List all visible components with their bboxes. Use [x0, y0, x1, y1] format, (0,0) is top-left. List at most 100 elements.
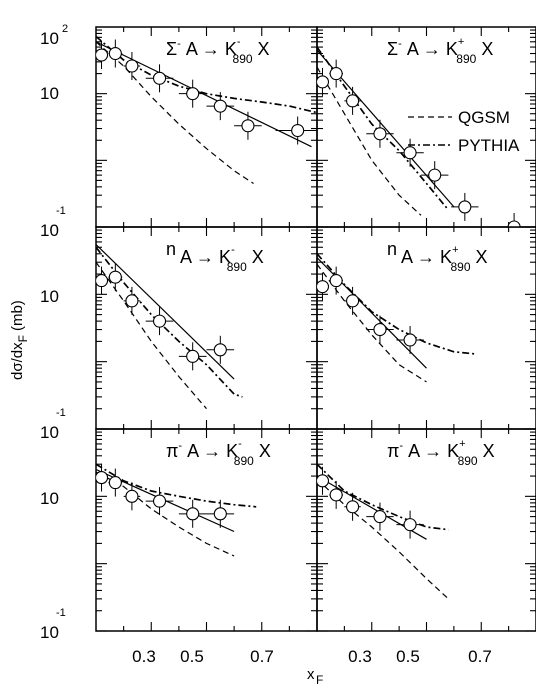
panel-1-1: n A → K+ 890 X	[316, 226, 536, 430]
svg-text:dσ/dxF(mb): dσ/dxF(mb)	[9, 300, 30, 380]
data-point	[396, 325, 424, 354]
data-point	[178, 499, 207, 528]
data-marker	[373, 127, 387, 141]
y-tick-label-1-row0-base: 10	[40, 221, 59, 240]
panel-2-1: π- A → K+ 890 X	[316, 428, 536, 632]
data-point	[396, 138, 424, 167]
plot-area	[96, 35, 317, 185]
data-marker	[152, 314, 167, 328]
y-tick-label-10-row1: 10	[40, 287, 59, 306]
y-tick-label-1-row1-base: 10	[40, 423, 59, 442]
data-point	[96, 266, 109, 295]
pythia-curve	[96, 463, 257, 508]
data-point	[145, 487, 174, 516]
x-tick-label-left-0.7: 0.7	[250, 647, 274, 666]
y-tick-label-1-row0-exp: -1	[56, 205, 66, 217]
data-point	[344, 286, 361, 315]
data-point	[344, 86, 361, 115]
data-marker	[373, 322, 387, 337]
data-point	[178, 342, 207, 371]
panel-2-0: π- A → K-890 X	[95, 428, 318, 632]
pythia-curve	[317, 463, 449, 531]
data-point	[344, 492, 361, 521]
y-axis-title: dσ/dxF(mb)	[9, 300, 30, 380]
svg-text:F: F	[316, 673, 323, 685]
data-marker	[403, 333, 417, 347]
data-point	[96, 41, 109, 70]
data-point	[451, 192, 479, 221]
labels-layer: 10 2 10 10 -1 10 10 -1 10 10 -1 0.3 0.5 …	[9, 23, 520, 685]
y-tick-label-1-row2-exp: -1	[56, 607, 66, 619]
data-marker	[329, 488, 343, 502]
data-point	[329, 59, 344, 88]
data-point	[492, 213, 536, 227]
panel-reaction-label: Σ- A → K+ 890 X	[387, 36, 493, 66]
plot-area	[96, 244, 243, 410]
data-point	[317, 67, 330, 96]
data-marker	[317, 75, 330, 89]
x-tick-label-left-0.3: 0.3	[132, 647, 156, 666]
data-point	[145, 307, 174, 336]
data-point	[108, 39, 123, 68]
data-marker	[346, 500, 360, 514]
data-marker	[241, 119, 255, 133]
data-marker	[213, 99, 227, 113]
data-marker	[152, 494, 167, 508]
data-marker	[96, 471, 109, 485]
data-point	[206, 92, 235, 121]
data-marker	[403, 518, 417, 532]
pythia-curve	[317, 253, 476, 355]
panel-1-0: n A → K-890 X	[95, 226, 318, 430]
data-marker	[329, 274, 343, 288]
x-tick-label-left-0.5: 0.5	[180, 647, 204, 666]
data-marker	[108, 476, 122, 490]
x-tick-label-right-0.7: 0.7	[468, 647, 492, 666]
x-tick-label-right-0.5: 0.5	[396, 647, 420, 666]
data-point	[108, 263, 123, 292]
legend: QGSM PYTHIA	[408, 108, 520, 155]
panel-reaction-label: π- A → K+ 890 X	[387, 438, 495, 468]
data-point	[108, 468, 123, 497]
data-point	[234, 111, 262, 140]
data-marker	[507, 220, 521, 227]
data-marker	[213, 507, 227, 521]
qgsm-curve	[96, 261, 207, 410]
pythia-curve	[96, 246, 243, 398]
data-point	[366, 315, 394, 344]
data-marker	[125, 59, 139, 73]
data-marker	[373, 510, 387, 524]
data-marker	[108, 270, 122, 284]
qgsm-curve	[317, 66, 422, 216]
data-marker	[96, 48, 109, 62]
plot-area	[317, 253, 476, 383]
data-point	[421, 161, 449, 190]
panel-reaction-label: π- A → K-890 X	[166, 438, 271, 468]
panels-layer: Σ- A → K-890 X Σ- A → K+ 890 X n A → K-890 …	[95, 26, 536, 632]
data-point	[317, 466, 330, 495]
data-marker	[186, 507, 200, 521]
data-marker	[317, 280, 330, 294]
data-marker	[96, 274, 109, 288]
data-marker	[403, 146, 417, 160]
data-marker	[346, 294, 360, 308]
x-axis-title: x F	[307, 666, 323, 685]
panel-0-0: Σ- A → K-890 X	[95, 26, 318, 228]
data-marker	[428, 168, 442, 182]
data-marker	[291, 123, 305, 138]
data-marker	[152, 71, 167, 85]
plot-area	[96, 463, 257, 557]
y-tick-label-10-row0: 10	[40, 84, 59, 103]
data-marker	[213, 343, 227, 357]
legend-pythia-label: PYTHIA	[458, 136, 520, 155]
fit-line	[96, 244, 235, 380]
data-point	[206, 335, 235, 364]
panel-reaction-label: n A → K+ 890 X	[387, 239, 488, 274]
y-tick-label-100-base: 10	[40, 29, 59, 48]
y-tick-label-10-row2: 10	[40, 489, 59, 508]
data-marker	[458, 200, 472, 214]
data-marker	[125, 489, 139, 503]
plot-area	[317, 463, 449, 600]
y-tick-label-100-exp: 2	[62, 23, 68, 35]
data-marker	[125, 294, 139, 308]
